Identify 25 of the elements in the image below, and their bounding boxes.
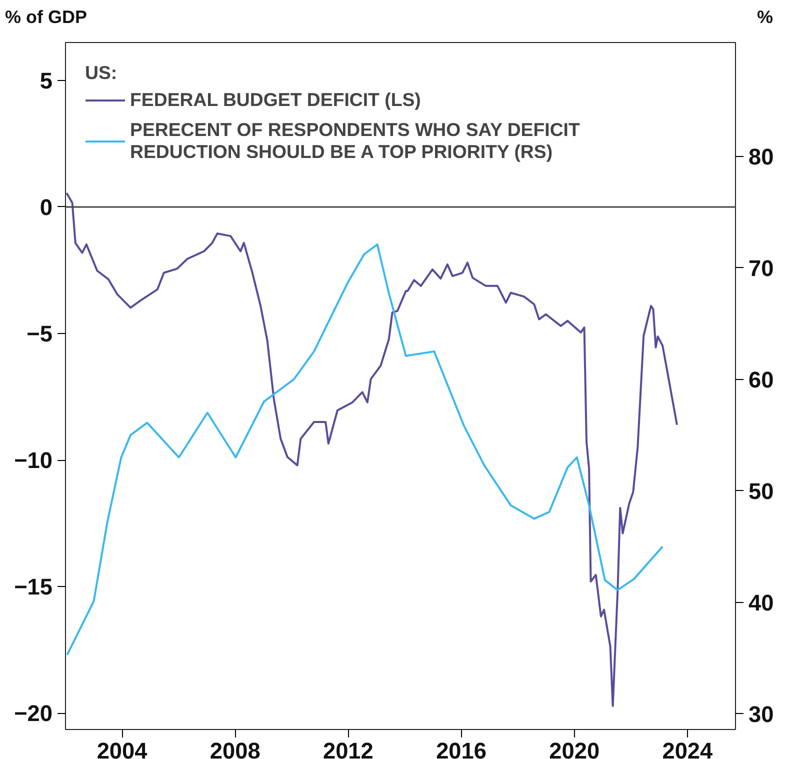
legend-title: US: <box>85 62 118 84</box>
x-tick-label: 2020 <box>549 738 600 759</box>
y2-tick-label: 70 <box>748 254 774 281</box>
y-tick-label: −5 <box>26 320 53 346</box>
y-tick-label: 0 <box>40 194 53 220</box>
y2-tick-label: 60 <box>748 366 774 392</box>
y2-tick-label: 50 <box>748 478 774 504</box>
y2-axis-title: % <box>757 6 774 29</box>
x-tick-label: 2012 <box>323 738 374 759</box>
y2-tick-label: 80 <box>748 143 774 170</box>
y-tick-label: 5 <box>40 67 53 94</box>
y-tick-label: −15 <box>14 574 53 600</box>
x-tick-label: 2008 <box>210 738 260 759</box>
legend-label: FEDERAL BUDGET DEFICIT (LS) <box>130 89 421 111</box>
x-tick-label: 2024 <box>662 738 714 759</box>
y-axis-title: % of GDP <box>5 6 88 29</box>
y-tick-label: −20 <box>14 700 53 726</box>
x-tick-label: 2004 <box>96 738 148 759</box>
x-tick-label: 2016 <box>436 738 486 759</box>
y2-tick-label: 30 <box>748 700 774 727</box>
y2-tick-label: 40 <box>748 589 774 616</box>
legend-label: PERECENT OF RESPONDENTS WHO SAY DEFICIT REDUCTION SHOULD BE A TOP PRIORITY (RS) <box>130 119 580 163</box>
line-series <box>66 192 678 707</box>
line-series <box>66 243 664 656</box>
y-tick-label: −10 <box>14 447 53 474</box>
